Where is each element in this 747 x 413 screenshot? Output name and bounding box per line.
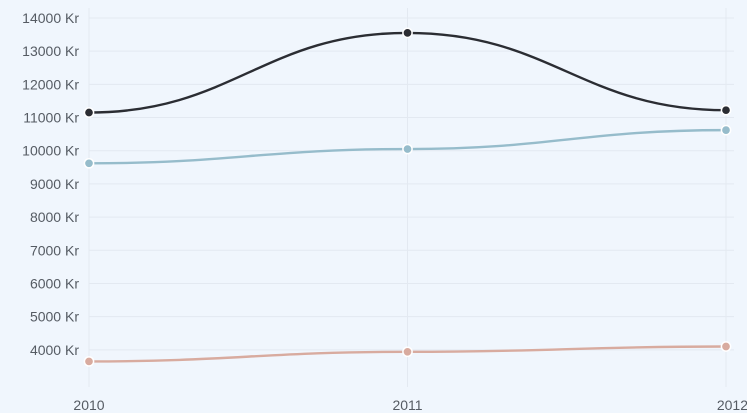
y-tick-label: 9000 Kr	[30, 176, 79, 192]
y-tick-label: 5000 Kr	[30, 309, 79, 325]
data-point	[720, 124, 732, 136]
data-point	[402, 143, 413, 155]
y-tick-label: 10000 Kr	[22, 143, 79, 159]
data-point	[402, 27, 413, 39]
x-tick-label: 2011	[392, 397, 422, 413]
data-point	[83, 356, 95, 367]
plot-area	[83, 27, 732, 367]
y-tick-label: 14000 Kr	[22, 10, 79, 26]
grid	[88, 8, 734, 387]
y-tick-label: 11000 Kr	[23, 110, 79, 126]
y-tick-label: 13000 Kr	[22, 43, 79, 59]
y-tick-label: 12000 Kr	[22, 76, 79, 92]
data-point	[402, 346, 413, 358]
y-tick-label: 4000 Kr	[30, 342, 79, 358]
data-point	[83, 107, 95, 118]
y-tick-label: 6000 Kr	[30, 275, 79, 291]
data-point	[83, 157, 95, 169]
y-tick-label: 7000 Kr	[30, 242, 79, 258]
y-tick-label: 8000 Kr	[30, 209, 79, 225]
x-axis: 2010 2011 2012	[73, 397, 747, 413]
data-point	[720, 341, 732, 352]
x-tick-label: 2012	[717, 397, 747, 413]
x-tick-label: 2010	[73, 397, 104, 413]
y-axis: 4000 Kr 5000 Kr 6000 Kr 7000 Kr 8000 Kr 9000 …	[22, 10, 79, 358]
data-point	[720, 104, 732, 116]
